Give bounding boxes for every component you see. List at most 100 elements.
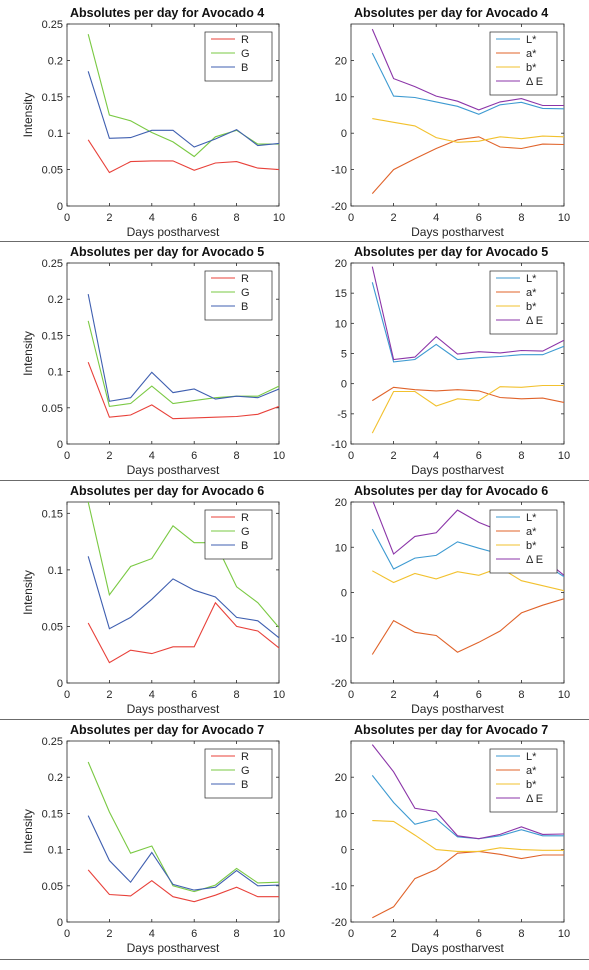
x-tick-label: 10 bbox=[273, 212, 285, 224]
y-tick-label: 0 bbox=[341, 588, 347, 600]
y-tick-label: 20 bbox=[335, 497, 347, 509]
legend-box bbox=[204, 270, 273, 321]
y-tick-label: 0.15 bbox=[42, 508, 63, 520]
x-axis-label: Days postharvest bbox=[411, 463, 504, 477]
y-tick-label: 0.25 bbox=[42, 258, 63, 270]
legend-entry: B bbox=[241, 779, 248, 791]
x-tick-label: 0 bbox=[64, 450, 70, 462]
y-tick-label: -20 bbox=[331, 201, 347, 213]
chart-panel: Absolutes per day for Avocado 7 0 2 4 6 8 10 0 0… bbox=[21, 723, 285, 955]
x-axis-label: Days postharvest bbox=[127, 941, 220, 955]
chart-panel: Absolutes per day for Avocado 4 0 2 4 6 8 10 -2… bbox=[331, 6, 570, 239]
series-line-dE bbox=[371, 744, 564, 840]
x-tick-label: 2 bbox=[391, 212, 397, 224]
x-tick-label: 2 bbox=[106, 212, 112, 224]
x-tick-label: 8 bbox=[518, 450, 524, 462]
x-tick-label: 8 bbox=[234, 450, 240, 462]
chart-title: Absolutes per day for Avocado 6 bbox=[70, 484, 264, 498]
series-line-R bbox=[87, 362, 279, 420]
plot-frame bbox=[66, 23, 280, 207]
x-tick-label: 8 bbox=[234, 689, 240, 701]
x-tick-label: 0 bbox=[64, 928, 70, 940]
y-tick-label: 0.05 bbox=[42, 403, 63, 415]
x-tick-label: 6 bbox=[476, 689, 482, 701]
x-tick-label: 2 bbox=[391, 689, 397, 701]
x-tick-label: 4 bbox=[149, 928, 155, 940]
x-tick-label: 2 bbox=[106, 450, 112, 462]
y-tick-label: 0 bbox=[57, 201, 63, 213]
y-tick-label: 0.05 bbox=[42, 621, 63, 633]
series-line-a bbox=[372, 386, 564, 403]
legend-entry: Δ E bbox=[526, 793, 543, 805]
x-tick-label: 6 bbox=[191, 450, 197, 462]
y-axis-label: Intensity bbox=[21, 809, 35, 854]
legend-entry: L* bbox=[526, 751, 537, 763]
legend-entry: R bbox=[241, 751, 249, 763]
series-line-b bbox=[372, 820, 564, 852]
x-tick-label: 0 bbox=[64, 689, 70, 701]
y-tick-label: -20 bbox=[331, 678, 347, 690]
x-tick-label: 6 bbox=[476, 928, 482, 940]
legend-entry: b* bbox=[526, 779, 537, 791]
legend-entry: Δ E bbox=[526, 315, 543, 327]
y-tick-label: -10 bbox=[331, 439, 347, 451]
y-tick-label: 0.2 bbox=[48, 55, 63, 67]
x-tick-label: 10 bbox=[558, 450, 570, 462]
row-separator bbox=[0, 959, 589, 960]
y-tick-label: 0.15 bbox=[42, 92, 63, 104]
y-tick-label: 10 bbox=[335, 318, 347, 330]
series-line-a bbox=[372, 850, 564, 919]
y-tick-label: 0.1 bbox=[48, 845, 63, 857]
x-tick-label: 10 bbox=[558, 928, 570, 940]
x-tick-label: 6 bbox=[476, 212, 482, 224]
legend-entry: a* bbox=[526, 765, 537, 777]
series-line-a bbox=[371, 136, 564, 194]
x-tick-label: 8 bbox=[518, 928, 524, 940]
x-axis-label: Days postharvest bbox=[127, 702, 220, 716]
y-tick-label: 0.1 bbox=[48, 565, 63, 577]
series-line-L bbox=[371, 282, 564, 363]
y-tick-label: 0.05 bbox=[42, 881, 63, 893]
x-tick-label: 6 bbox=[191, 689, 197, 701]
legend-entry: a* bbox=[526, 526, 537, 538]
chart-title: Absolutes per day for Avocado 6 bbox=[354, 484, 548, 498]
y-tick-label: -5 bbox=[337, 409, 347, 421]
y-tick-label: 10 bbox=[335, 92, 347, 104]
series-line-R bbox=[87, 139, 279, 174]
y-tick-label: 5 bbox=[341, 349, 347, 361]
x-axis-label: Days postharvest bbox=[411, 941, 504, 955]
y-tick-label: -20 bbox=[331, 917, 347, 929]
x-tick-label: 8 bbox=[234, 928, 240, 940]
row-separator bbox=[0, 719, 589, 720]
series-line-b bbox=[372, 118, 564, 143]
chart-panel: Absolutes per day for Avocado 7 0 2 4 6 8 10 -2… bbox=[331, 723, 570, 955]
x-axis-label: Days postharvest bbox=[411, 225, 504, 239]
x-tick-label: 4 bbox=[433, 212, 439, 224]
x-tick-label: 0 bbox=[348, 928, 354, 940]
legend-box bbox=[204, 748, 273, 799]
y-tick-label: 0.15 bbox=[42, 808, 63, 820]
x-tick-label: 2 bbox=[106, 928, 112, 940]
x-tick-label: 8 bbox=[518, 212, 524, 224]
y-tick-label: 10 bbox=[335, 542, 347, 554]
y-tick-label: 20 bbox=[335, 55, 347, 67]
y-tick-label: 10 bbox=[335, 808, 347, 820]
x-tick-label: 4 bbox=[433, 928, 439, 940]
legend-entry: L* bbox=[526, 512, 537, 524]
y-tick-label: 0.25 bbox=[42, 736, 63, 748]
chart-panel: Absolutes per day for Avocado 5 0 2 4 6 8 10 0 0… bbox=[21, 245, 285, 477]
plot-frame bbox=[66, 501, 280, 684]
x-tick-label: 0 bbox=[64, 212, 70, 224]
legend-box bbox=[489, 270, 558, 335]
y-tick-label: 0 bbox=[341, 128, 347, 140]
x-tick-label: 4 bbox=[149, 689, 155, 701]
legend-entry: L* bbox=[526, 34, 537, 46]
x-tick-label: 8 bbox=[234, 212, 240, 224]
series-line-G bbox=[87, 502, 279, 628]
series-line-b bbox=[372, 566, 564, 592]
chart-panel: Absolutes per day for Avocado 5 0 2 4 6 8 10 -1… bbox=[331, 245, 570, 477]
series-line-R bbox=[87, 869, 279, 903]
x-tick-label: 10 bbox=[273, 689, 285, 701]
y-tick-label: -10 bbox=[331, 165, 347, 177]
